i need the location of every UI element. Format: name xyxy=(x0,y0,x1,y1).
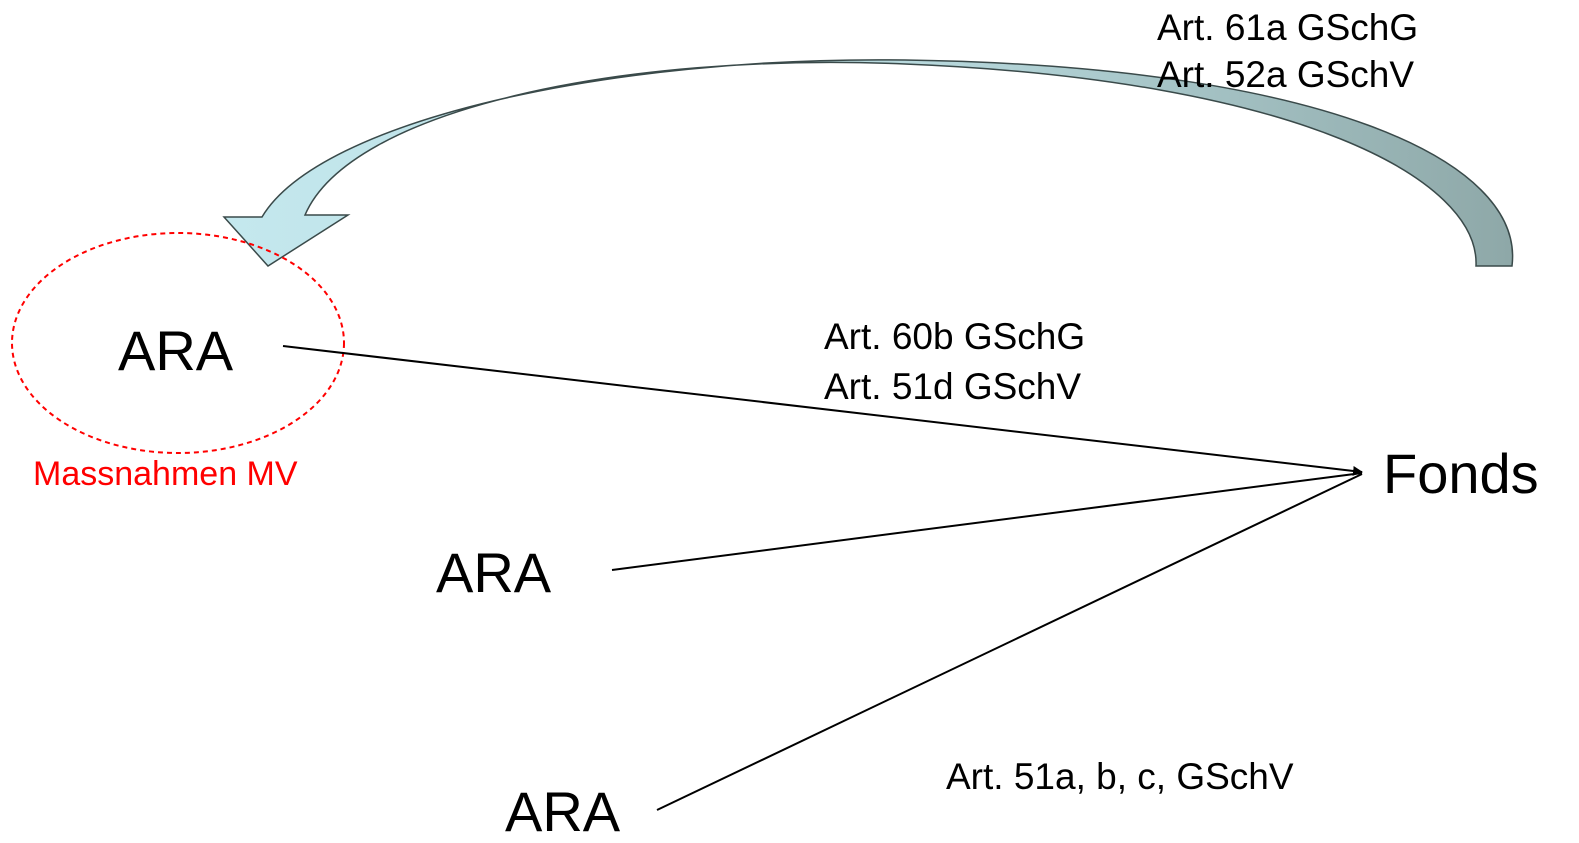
measures-label: Massnahmen MV xyxy=(33,455,298,493)
return-arrow xyxy=(222,59,1514,267)
fonds-label: Fonds xyxy=(1383,442,1539,505)
return-label-line2: Art. 52a GSchV xyxy=(1157,54,1415,95)
fees-label: Art. 51a, b, c, GSchV xyxy=(946,756,1294,797)
flow-line-bottom xyxy=(656,473,1363,811)
flow-label-line2: Art. 51d GSchV xyxy=(824,366,1082,407)
flow-line-middle xyxy=(611,472,1363,571)
ara-bottom-label: ARA xyxy=(505,780,621,843)
ara-middle-label: ARA xyxy=(436,541,552,604)
ara-top-label: ARA xyxy=(118,319,234,382)
return-label-line1: Art. 61a GSchG xyxy=(1157,7,1419,48)
flow-line-top xyxy=(282,345,1363,476)
highlight-ellipse xyxy=(11,232,345,454)
flow-label-line1: Art. 60b GSchG xyxy=(824,316,1086,357)
